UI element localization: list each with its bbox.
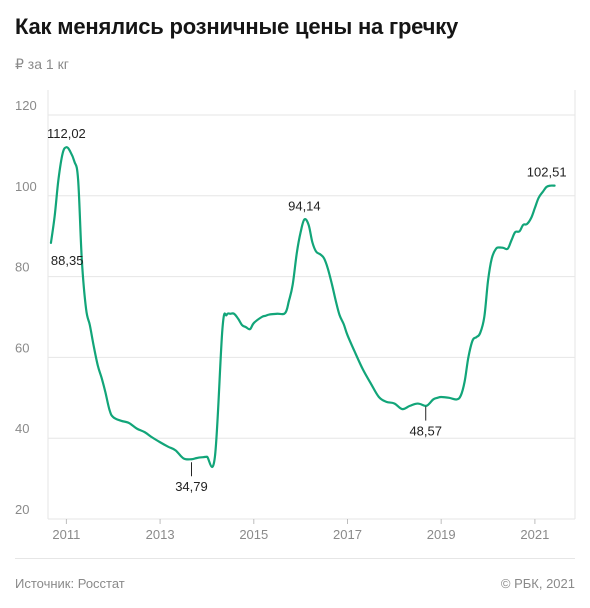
x-axis-ticks: 2011 2013 2015 2017 2019 2021 [52, 519, 549, 542]
price-series-line [49, 146, 556, 468]
y-tick-label: 80 [15, 260, 29, 275]
annotation-label: 34,79 [175, 479, 208, 494]
y-tick-label: 60 [15, 340, 29, 355]
footer-divider [15, 558, 575, 559]
annotation-label: 102,51 [527, 165, 567, 180]
x-tick-label: 2011 [52, 527, 80, 542]
y-tick-label: 120 [15, 98, 37, 113]
y-tick-label: 100 [15, 179, 37, 194]
y-tick-label: 40 [15, 421, 29, 436]
annotation-label: 94,14 [288, 198, 321, 213]
chart-subtitle: ₽ за 1 кг [15, 56, 69, 72]
x-tick-label: 2019 [427, 527, 456, 542]
x-tick-label: 2013 [146, 527, 175, 542]
annotation-layer: 112,02 88,35 34,79 94,14 48,57 102,51 [47, 126, 567, 494]
x-tick-label: 2015 [239, 527, 268, 542]
annotation-label: 48,57 [409, 424, 442, 439]
chart-title: Как менялись розничные цены на гречку [15, 14, 459, 39]
x-tick-label: 2021 [520, 527, 549, 542]
footer-copyright: © РБК, 2021 [500, 576, 575, 591]
footer-source: Источник: Росстат [15, 576, 125, 591]
x-tick-label: 2017 [333, 527, 362, 542]
series-layer [49, 146, 556, 468]
grid-layer: 20 40 60 80 100 120 [15, 90, 576, 520]
annotation-label: 88,35 [51, 253, 84, 268]
y-tick-label: 20 [15, 502, 29, 517]
annotation-label: 112,02 [47, 126, 86, 141]
